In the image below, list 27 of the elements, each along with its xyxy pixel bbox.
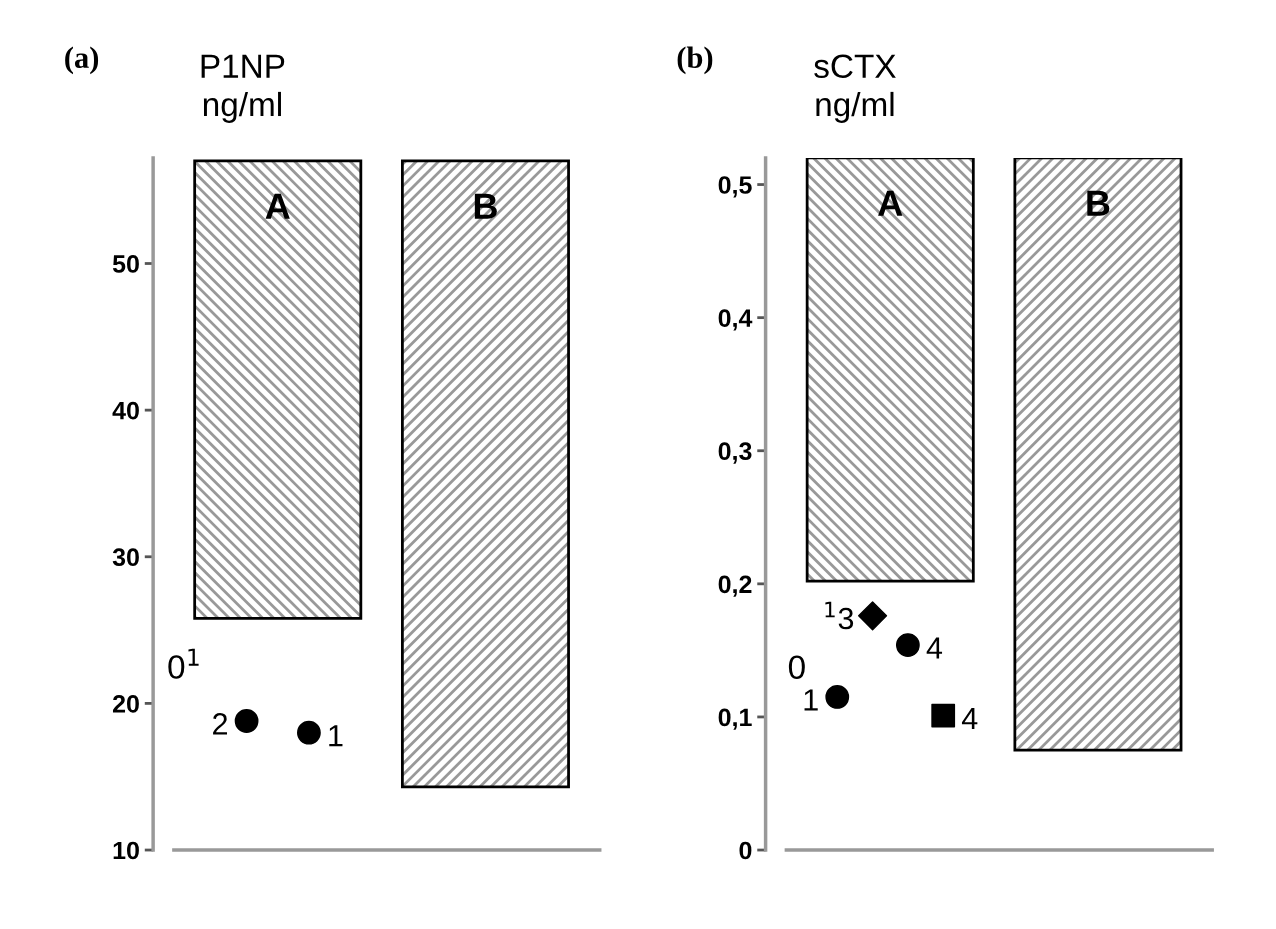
series-label: $^{1}$3: [825, 601, 854, 630]
x-tick-label: A: [265, 193, 290, 219]
y-tick-label: 0,2: [718, 575, 752, 597]
series-label: 4: [961, 708, 978, 730]
chart-title: (a): [65, 46, 99, 75]
y-tick-label: 0: [739, 841, 752, 860]
y-tick-label: 50: [112, 255, 139, 273]
y-axis-title: P1NP ng/ml: [201, 54, 285, 123]
chart-title: (b): [677, 46, 713, 75]
y-tick-label: 20: [112, 695, 139, 713]
y-tick-label: 40: [112, 401, 139, 420]
y-tick-label: 30: [112, 548, 139, 567]
x-tick-label: B: [1087, 190, 1110, 216]
series-label: 1: [329, 725, 343, 747]
x-tick-label: A: [878, 190, 903, 216]
series-label: 4: [926, 637, 943, 659]
x-tick-label: B: [474, 193, 497, 219]
y-tick-label: 0,4: [718, 309, 753, 331]
y-tick-label: 0,3: [718, 442, 752, 464]
y-tick-label: 0,1: [718, 708, 752, 730]
series-label: 2: [213, 713, 228, 735]
annotation: 0$^{1}$: [168, 648, 199, 679]
y-axis-title: sCTX ng/ml: [814, 54, 896, 123]
series-label: 1: [804, 689, 818, 711]
y-tick-label: 0,5: [718, 176, 752, 198]
annotation: 0: [788, 655, 805, 680]
y-tick-label: 10: [113, 841, 139, 860]
